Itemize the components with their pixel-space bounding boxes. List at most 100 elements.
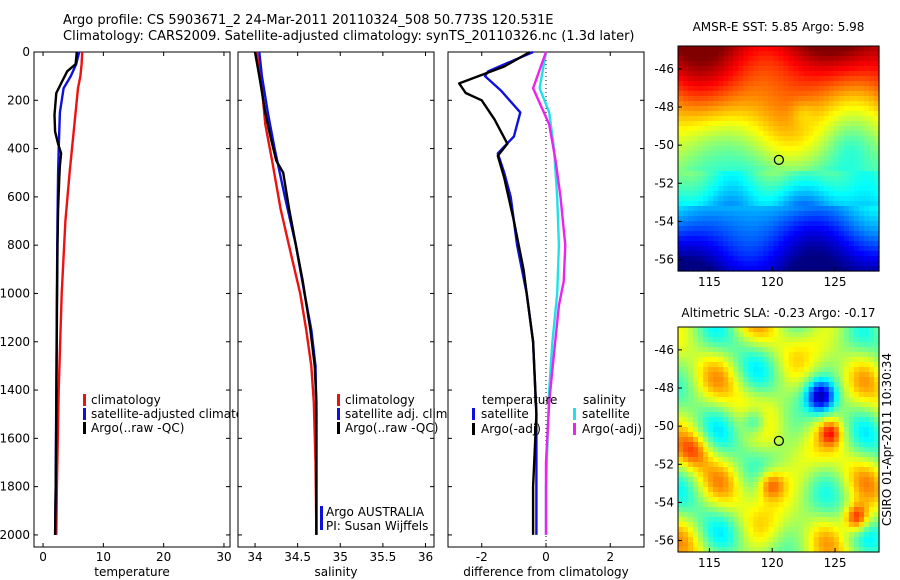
sst_map-cell [718,91,724,97]
sla_map-cell [798,327,805,333]
sla_map-cell [678,507,684,513]
sst_map-cell [843,246,850,252]
sla_map-cell [693,482,699,488]
sla_map-cell [838,542,845,548]
sst_map-cell [818,211,825,217]
sla_map-cell [763,362,770,368]
sla_map-cell [798,462,805,468]
sst_map-cells [678,46,880,272]
sla_map-cell [858,492,865,498]
sla_map-cell [863,412,870,418]
sst_map-cell [833,251,840,257]
sst_map-cell [863,206,870,212]
sst_map-cell [683,261,689,267]
sla_map-cell [808,437,815,443]
sla_map-cell [738,412,744,418]
sst_map-cell [698,161,704,167]
sla_map-cell [778,522,785,528]
sla_map-cell [678,487,684,493]
sst_map-cell [703,246,709,252]
sst_map-cell [758,256,765,262]
sla_map-cell [848,332,855,338]
sst_map-cell [793,191,800,197]
sst_map-cell [758,161,765,167]
sla_map-cell [748,452,754,458]
temperature-legend-label: satellite-adjusted climatology [91,407,269,421]
sst_map-cell [868,46,875,52]
sla_map-cell [783,492,790,498]
sst_map-cell [748,246,754,252]
sst_map-cell [688,191,694,197]
sst_map-cell [743,191,749,197]
sst_map-cell [728,181,734,187]
sla_map-cell [758,332,765,338]
sst_map-cell [793,246,800,252]
sst_map-cell [863,211,870,217]
sst_map-cell [843,106,850,112]
sla_map-cell [723,422,729,428]
sla_map-cell [713,477,719,483]
sla_map-cell [713,347,719,353]
sst_map-cell [763,191,770,197]
sst_map-cell [723,266,729,272]
sla_map-cell [723,482,729,488]
sst_map-cell [688,111,694,117]
sst_map-cell [698,116,704,122]
sst_map-cell [863,51,870,57]
sst_map-cell [703,51,709,57]
sst_map-cell [818,71,825,77]
sst_map-cell [793,111,800,117]
sla_map-cell [818,357,825,363]
sla_map-cell [683,537,689,543]
sla_map-cell [778,547,785,553]
sla_map-cell [773,542,780,548]
sla_map-cell [863,472,870,478]
sst_map-cell [818,101,825,107]
sst_map-cell [828,236,835,242]
sla_map-cell [873,397,880,403]
sst_map-cell [803,56,810,62]
sst_map-cell [693,126,699,132]
sla_map-cell [778,427,785,433]
sst_map-cell [688,171,694,177]
sst_map-cell [798,106,805,112]
sst_map-cell [738,46,744,52]
sla_map-cell [838,462,845,468]
sla_map-cell [773,507,780,513]
sst_map-cell [723,186,729,192]
sst_map-cell [803,261,810,267]
sst_map-cell [793,121,800,127]
sla_map-cell [723,447,729,453]
sst_map-cell [748,146,754,152]
sla_map-cell [748,512,754,518]
sla_map-cell [773,372,780,378]
sst_map-cell [803,216,810,222]
sla_map-cell [713,402,719,408]
sst_map-cell [728,166,734,172]
sst_map-cell [688,236,694,242]
sla_map-cell [833,537,840,543]
sla_map-cell [703,487,709,493]
sst_map-cell [763,61,770,67]
sst_map-cell [718,106,724,112]
sla_map-cell [788,427,795,433]
sst_map-cell [783,66,790,72]
sla_map-cell [823,422,830,428]
sst_map-cell [818,221,825,227]
sla_map-cell [703,447,709,453]
sst_map-cell [808,191,815,197]
sla_map-cell [813,327,820,333]
sla_map-cell [793,342,800,348]
sst_map-cell [683,96,689,102]
sla_map-cell [763,447,770,453]
sla_map-cell [778,422,785,428]
sst_map-argo-marker [773,154,785,166]
sst_map-cell [733,241,739,247]
sst_map-cell [688,261,694,267]
sst_map-cell [693,136,699,142]
sst_map-cell [858,96,865,102]
sla_map-cell [718,412,724,418]
sst_map-cell [743,241,749,247]
sla_map-cell [743,417,749,423]
sst_map-cell [753,46,760,52]
